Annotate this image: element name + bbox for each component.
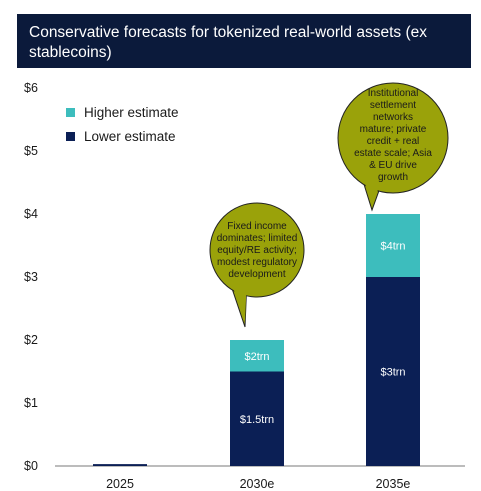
bar-higher	[230, 340, 284, 372]
y-tick-label: $3	[24, 270, 38, 284]
x-tick-label: 2025	[106, 477, 134, 491]
chart-title: Conservative forecasts for tokenized rea…	[17, 14, 471, 68]
bar-lower	[93, 464, 147, 466]
legend-swatch	[66, 108, 75, 117]
y-tick-label: $5	[24, 144, 38, 158]
callout-text: credit + real	[367, 136, 420, 147]
callout-text: development	[228, 269, 285, 280]
y-tick-label: $6	[24, 81, 38, 95]
callout-text: equity/RE activity;	[217, 245, 296, 256]
x-tick-label: 2030e	[240, 477, 275, 491]
legend-swatch	[66, 132, 75, 141]
x-tick-label: 2035e	[376, 477, 411, 491]
bar-data-label: $1.5trn	[240, 414, 274, 426]
callout-text: settlement	[370, 100, 416, 111]
callout-bubble	[209, 202, 305, 298]
legend-label: Higher estimate	[84, 105, 179, 120]
callout-text: Institutional	[368, 88, 419, 99]
y-tick-label: $2	[24, 333, 38, 347]
callout-bubble	[337, 82, 449, 194]
callout-tail-fill	[361, 173, 381, 204]
bar-higher	[366, 214, 420, 277]
callout-text: modest regulatory	[217, 257, 297, 268]
callout-text: mature; private	[360, 124, 427, 135]
callout-text: dominates; limited	[217, 233, 298, 244]
callout-text: estate scale; Asia	[354, 148, 432, 159]
callout-text: growth	[378, 172, 408, 183]
callout-text: networks	[373, 112, 413, 123]
callout-text: & EU drive	[369, 160, 417, 171]
callout-text: Fixed income	[227, 221, 287, 232]
bar-data-label: $4trn	[380, 241, 405, 253]
bar-data-label: $2trn	[244, 351, 269, 363]
y-tick-label: $4	[24, 207, 38, 221]
bar-lower	[366, 277, 420, 466]
callout-tail-fill	[230, 279, 247, 321]
y-tick-label: $1	[24, 396, 38, 410]
y-tick-label: $0	[24, 459, 38, 473]
bar-lower	[230, 371, 284, 466]
bar-data-label: $3trn	[380, 367, 405, 379]
legend-label: Lower estimate	[84, 129, 176, 144]
